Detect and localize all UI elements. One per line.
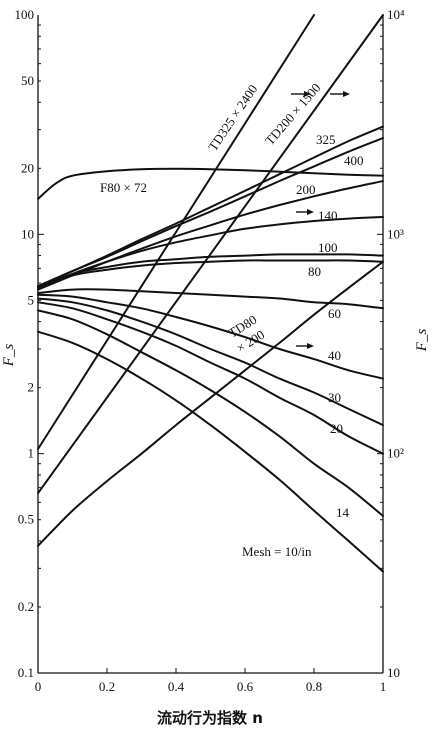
left-y-tick-label: 1 — [28, 446, 35, 461]
left-y-tick-label: 0.1 — [18, 665, 34, 680]
series-line-mesh-10-in — [37, 330, 384, 573]
series-line-60 — [37, 288, 384, 310]
right-y-axis-title: F_s — [414, 329, 430, 353]
x-tick-label: 0.6 — [237, 679, 254, 694]
series-line-td200-1500 — [37, 14, 384, 495]
left-y-tick-label: 0.5 — [18, 512, 34, 527]
right-axis-arrow-icon — [296, 209, 314, 215]
x-tick-label: 0 — [35, 679, 42, 694]
left-y-tick-label: 5 — [28, 292, 35, 307]
series-line-400 — [37, 137, 384, 288]
left-y-tick-label: 2 — [28, 380, 35, 395]
right-y-tick-label: 10³ — [387, 226, 404, 241]
axes-layer — [37, 15, 384, 674]
left-y-tick-label: 10 — [21, 226, 34, 241]
tick-labels-layer: 0 0.2 0.4 0.6 0.8 1 100 50 20 10 5 2 1 0.5 0.2 0.1 10⁴ 10… — [15, 7, 406, 694]
label-f80x72: F80 × 72 — [100, 180, 147, 195]
series-layer — [37, 14, 384, 573]
label-mesh-80: 80 — [308, 264, 321, 279]
label-mesh-100: 100 — [318, 240, 338, 255]
left-y-tick-label: 100 — [15, 7, 35, 22]
right-axis-arrow-icon — [296, 343, 314, 349]
series-line-140 — [37, 216, 384, 291]
label-mesh-40: 40 — [328, 348, 341, 363]
series-line-40 — [37, 293, 384, 380]
label-mesh-30: 30 — [328, 390, 341, 405]
series-line-f80-72 — [37, 167, 384, 200]
series-line-td325-2400 — [37, 14, 315, 450]
label-mesh-20: 20 — [330, 421, 343, 436]
left-y-tick-label: 20 — [21, 160, 34, 175]
left-y-tick-label: 50 — [21, 73, 34, 88]
series-line-td80-200 — [37, 260, 384, 547]
x-tick-label: 0.8 — [306, 679, 322, 694]
label-mesh-325: 325 — [316, 132, 336, 147]
right-y-tick-label: 10⁴ — [387, 7, 405, 22]
right-y-tick-label: 10 — [387, 665, 400, 680]
label-mesh-400: 400 — [344, 153, 364, 168]
label-mesh-10: Mesh = 10/in — [242, 544, 312, 559]
x-axis-title: 流动行为指数 n — [157, 709, 263, 727]
right-y-tick-label: 10² — [387, 446, 404, 461]
series-line-100 — [37, 253, 384, 289]
right-axis-arrow-icon — [330, 91, 350, 97]
label-mesh-140: 140 — [318, 208, 338, 223]
left-y-tick-label: 0.2 — [18, 599, 34, 614]
series-line-20 — [37, 301, 384, 455]
label-mesh-200: 200 — [296, 182, 316, 197]
x-tick-label: 1 — [380, 679, 387, 694]
x-tick-label: 0.2 — [99, 679, 115, 694]
label-mesh-60: 60 — [328, 306, 341, 321]
left-y-axis-title: F_s — [1, 344, 17, 368]
series-line-30 — [37, 297, 384, 427]
series-line-14 — [37, 309, 384, 517]
series-line-80 — [37, 259, 384, 289]
x-tick-label: 0.4 — [168, 679, 185, 694]
arrow-layer — [291, 91, 350, 349]
label-td200x1500: TD200 × 1500 — [262, 80, 324, 148]
label-mesh-14: 14 — [336, 505, 350, 520]
right-axis-arrow-icon — [291, 91, 311, 97]
